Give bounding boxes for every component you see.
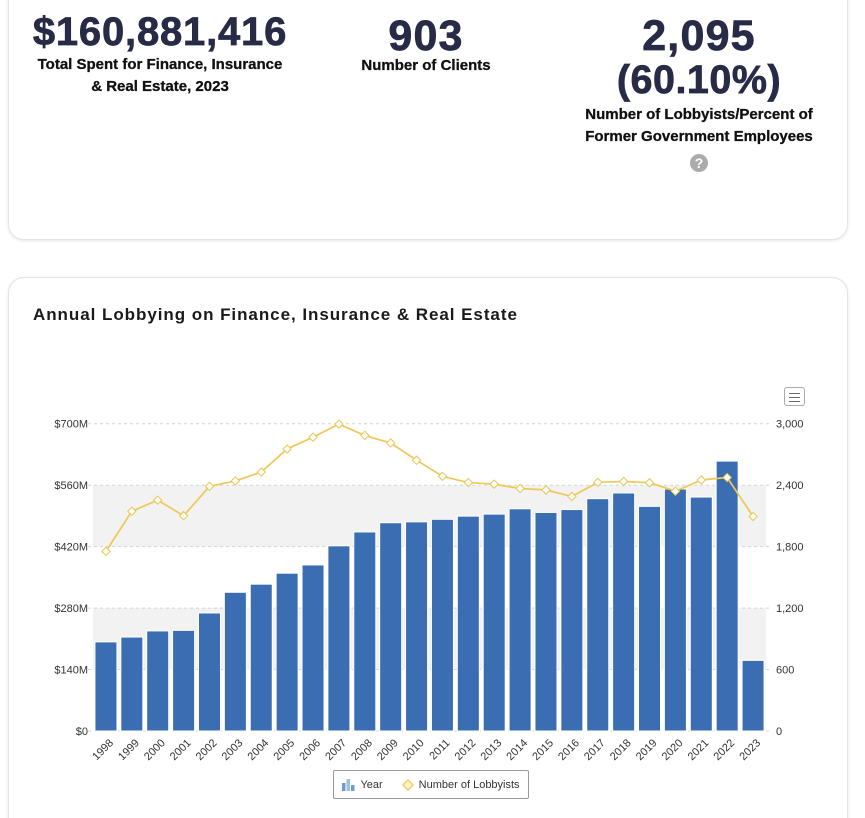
svg-text:2020: 2020 — [660, 737, 686, 763]
svg-text:600: 600 — [776, 664, 794, 676]
svg-text:2022: 2022 — [711, 737, 737, 763]
svg-text:3,000: 3,000 — [776, 419, 804, 431]
svg-text:2017: 2017 — [582, 737, 608, 763]
svg-text:2006: 2006 — [297, 737, 323, 763]
svg-text:$420M: $420M — [54, 541, 88, 553]
svg-text:1999: 1999 — [116, 737, 142, 763]
svg-text:2011: 2011 — [427, 737, 452, 762]
svg-text:2023: 2023 — [737, 737, 763, 763]
svg-text:$560M: $560M — [54, 480, 88, 492]
svg-text:2004: 2004 — [246, 737, 272, 763]
svg-text:2002: 2002 — [194, 737, 220, 763]
svg-text:2001: 2001 — [168, 737, 194, 763]
svg-text:2021: 2021 — [686, 737, 712, 763]
svg-text:2012: 2012 — [453, 737, 479, 763]
svg-text:$700M: $700M — [54, 419, 88, 431]
svg-text:1998: 1998 — [90, 737, 116, 763]
svg-text:2016: 2016 — [556, 737, 582, 763]
svg-text:2000: 2000 — [142, 737, 168, 763]
svg-text:2010: 2010 — [401, 737, 427, 763]
svg-text:2,400: 2,400 — [776, 480, 804, 492]
svg-text:1,800: 1,800 — [776, 541, 804, 553]
svg-text:2009: 2009 — [375, 737, 401, 763]
svg-text:$280M: $280M — [54, 603, 88, 615]
svg-text:2003: 2003 — [220, 737, 246, 763]
svg-text:$0: $0 — [76, 726, 88, 738]
svg-text:2008: 2008 — [349, 737, 375, 763]
svg-text:2007: 2007 — [323, 737, 349, 763]
svg-text:2015: 2015 — [530, 737, 556, 763]
svg-text:2019: 2019 — [634, 737, 660, 763]
svg-text:2005: 2005 — [271, 737, 297, 763]
svg-text:0: 0 — [776, 726, 782, 738]
svg-text:2014: 2014 — [504, 737, 530, 763]
svg-text:2018: 2018 — [608, 737, 634, 763]
svg-text:$140M: $140M — [54, 664, 88, 676]
svg-text:2013: 2013 — [479, 737, 505, 763]
svg-text:1,200: 1,200 — [776, 603, 804, 615]
